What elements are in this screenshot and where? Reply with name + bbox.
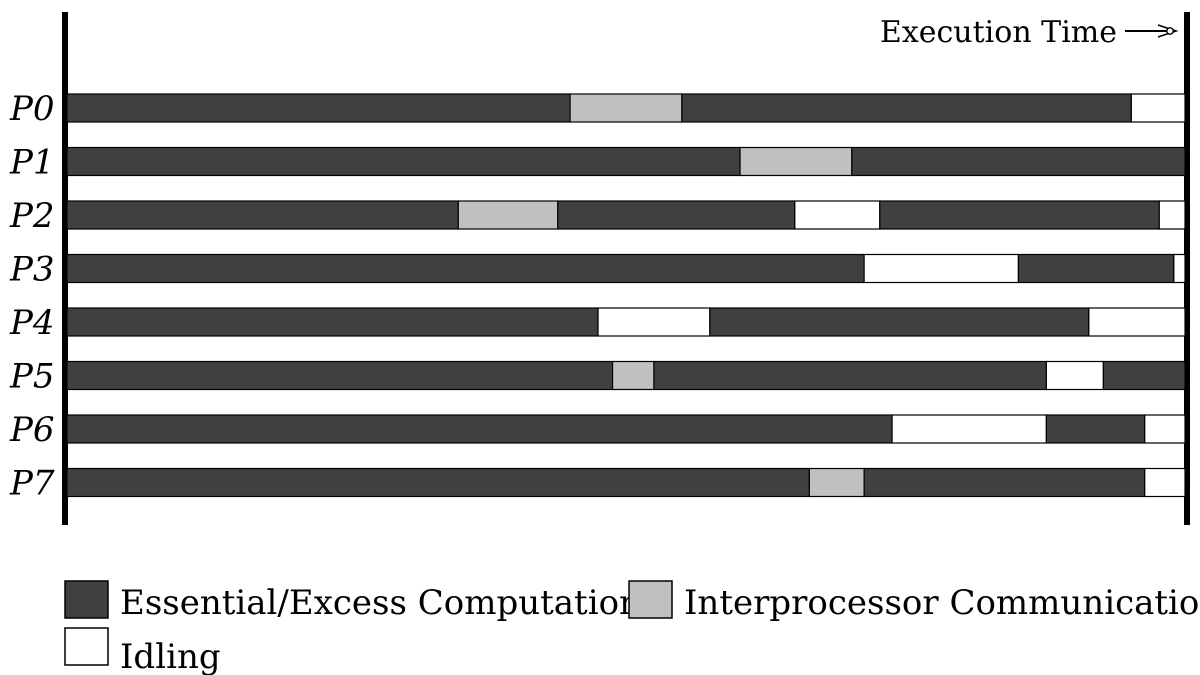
legend-computation-swatch (64, 580, 109, 619)
execution-time-arrow-icon (1125, 24, 1179, 38)
computation-segment (1045, 414, 1146, 444)
processor-row-p2: P2 (9, 196, 1186, 236)
idle-segment (1158, 200, 1186, 230)
computation-segment (66, 307, 599, 337)
computation-segment (66, 253, 865, 284)
processor-label: P5 (9, 357, 55, 397)
computation-segment (557, 200, 796, 230)
computation-segment (66, 360, 614, 391)
computation-segment (851, 146, 1186, 177)
idle-segment (1088, 307, 1186, 337)
idle-segment (891, 414, 1047, 444)
computation-segment (66, 93, 571, 123)
computation-segment (653, 360, 1047, 391)
processor-label: P1 (9, 143, 55, 183)
computation-segment (879, 200, 1160, 230)
processor-label: P2 (9, 196, 55, 236)
communication-segment (611, 360, 655, 391)
idle-segment (1045, 360, 1104, 391)
computation-segment (1102, 360, 1186, 391)
computation-segment (66, 414, 893, 444)
processor-label: P3 (9, 250, 55, 290)
legend-communication-swatch (628, 580, 673, 619)
legend-idle-label: Idling (120, 637, 221, 675)
communication-segment (808, 467, 865, 498)
processor-label: P7 (9, 464, 55, 504)
communication-segment (739, 146, 853, 177)
processor-row-p3: P3 (9, 250, 1186, 290)
idle-segment (1144, 467, 1186, 498)
processor-row-p0: P0 (9, 89, 1186, 129)
communication-segment (457, 200, 559, 230)
computation-segment (1017, 253, 1175, 284)
computation-segment (66, 146, 741, 177)
processor-row-p4: P4 (9, 303, 1186, 343)
legend-communication-label: Interprocessor Communication (684, 583, 1200, 623)
communication-segment (569, 93, 683, 123)
idle-segment (794, 200, 881, 230)
processor-label: P6 (9, 410, 55, 450)
idle-segment (863, 253, 1020, 284)
processor-row-p1: P1 (9, 143, 1186, 183)
processor-rows: P0 P1 P2 P3 P4 P5 P6 P7 (9, 89, 1186, 504)
processor-row-p7: P7 (9, 464, 1186, 504)
legend-computation-label: Essential/Excess Computation (120, 583, 641, 623)
execution-time-label: Execution Time (880, 15, 1117, 50)
processor-label: P0 (9, 89, 55, 129)
idle-segment (1144, 414, 1186, 444)
legend: Essential/Excess Computation Interproces… (64, 580, 1200, 675)
processor-label: P4 (9, 303, 55, 343)
processor-row-p6: P6 (9, 410, 1186, 450)
computation-segment (66, 467, 810, 498)
idle-segment (1173, 253, 1186, 284)
computation-segment (863, 467, 1146, 498)
computation-segment (681, 93, 1132, 123)
idle-segment (1130, 93, 1186, 123)
legend-idle-swatch (64, 627, 109, 666)
idle-segment (597, 307, 711, 337)
processor-row-p5: P5 (9, 357, 1186, 397)
computation-segment (709, 307, 1090, 337)
computation-segment (66, 200, 459, 230)
